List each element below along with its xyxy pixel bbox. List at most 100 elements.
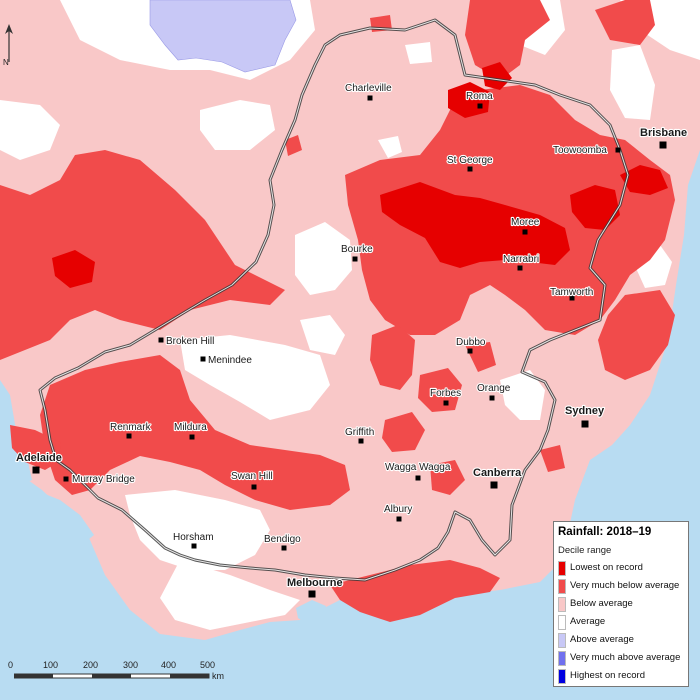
town-label: Charleville bbox=[345, 83, 392, 94]
legend-label: Very much below average bbox=[570, 580, 680, 591]
town-label: Renmark bbox=[110, 422, 152, 433]
town-label: Toowoomba bbox=[553, 145, 607, 156]
town-canberra: Canberra bbox=[472, 466, 523, 489]
legend-label: Very much above average bbox=[570, 652, 681, 663]
town-marker bbox=[615, 147, 621, 153]
legend-subtitle: Decile range bbox=[558, 545, 612, 556]
town-horsham: Horsham bbox=[172, 531, 215, 549]
town-albury: Albury bbox=[383, 503, 413, 522]
north-arrow bbox=[3, 24, 15, 74]
town-label: Wagga Wagga bbox=[385, 462, 451, 473]
town-brisbane: Brisbane bbox=[639, 126, 688, 149]
town-label: Orange bbox=[477, 383, 511, 394]
scale-tick-label: 500 bbox=[200, 660, 216, 670]
town-label: Moree bbox=[511, 217, 540, 228]
town-melbourne: Melbourne bbox=[286, 576, 344, 598]
town-marker bbox=[517, 265, 523, 271]
town-marker bbox=[251, 484, 257, 490]
town-griffith: Griffith bbox=[344, 426, 375, 444]
town-label: Forbes bbox=[430, 388, 461, 399]
town-marker bbox=[281, 545, 287, 551]
town-label: Horsham bbox=[173, 532, 214, 543]
town-label: Bendigo bbox=[264, 534, 301, 545]
town-marker bbox=[32, 466, 40, 474]
town-orange: Orange bbox=[476, 382, 512, 401]
legend-item: Very much below average bbox=[556, 578, 688, 595]
town-marker bbox=[443, 400, 449, 406]
basin-boundary-highlight bbox=[39, 19, 629, 581]
town-marker bbox=[200, 356, 206, 362]
legend-label: Highest on record bbox=[570, 670, 645, 681]
town-wagga-wagga: Wagga Wagga bbox=[384, 461, 452, 481]
port-phillip-bay bbox=[296, 600, 326, 625]
legend-swatch bbox=[558, 633, 566, 648]
town-murray-bridge: Murray Bridge bbox=[63, 473, 136, 486]
legend-swatch bbox=[558, 651, 566, 666]
legend-label: Lowest on record bbox=[570, 562, 643, 573]
north-arrow-icon bbox=[5, 24, 13, 62]
scale-tick-label: 400 bbox=[161, 660, 177, 670]
town-marker bbox=[489, 395, 495, 401]
scale-bar: 0 100 200 300 400 500 km bbox=[8, 660, 238, 690]
town-marker bbox=[659, 141, 667, 149]
scale-tick-label: 300 bbox=[123, 660, 139, 670]
legend-swatch bbox=[558, 615, 566, 630]
town-label: Broken Hill bbox=[166, 336, 214, 347]
town-label: Murray Bridge bbox=[72, 474, 135, 485]
legend-item: Very much above average bbox=[556, 650, 688, 667]
town-label: Roma bbox=[466, 91, 493, 102]
town-marker bbox=[490, 481, 498, 489]
town-renmark: Renmark bbox=[109, 421, 153, 439]
legend-item: Above average bbox=[556, 632, 688, 649]
legend-swatch bbox=[558, 669, 566, 684]
legend-swatch bbox=[558, 579, 566, 594]
town-bourke: Bourke bbox=[340, 243, 374, 262]
town-marker bbox=[126, 433, 132, 439]
town-marker bbox=[308, 590, 316, 598]
town-label: Swan Hill bbox=[231, 471, 273, 482]
town-label: Dubbo bbox=[456, 337, 486, 348]
town-roma: Roma bbox=[465, 90, 494, 109]
legend-item: Below average bbox=[556, 596, 688, 613]
town-marker bbox=[189, 434, 195, 440]
town-marker bbox=[352, 256, 358, 262]
town-label: Canberra bbox=[473, 467, 522, 479]
above-average-region bbox=[149, 0, 297, 73]
scale-tick-label: 100 bbox=[43, 660, 59, 670]
town-sydney: Sydney bbox=[564, 404, 606, 428]
scale-bar-graphic bbox=[14, 673, 210, 679]
town-broken-hill: Broken Hill bbox=[158, 335, 215, 348]
town-label: St George bbox=[447, 155, 493, 166]
town-adelaide: Adelaide bbox=[15, 451, 63, 474]
scale-unit: km bbox=[212, 671, 224, 681]
town-label: Brisbane bbox=[640, 127, 687, 139]
town-marker bbox=[63, 476, 69, 482]
town-label: Bourke bbox=[341, 244, 373, 255]
town-label: Narrabri bbox=[503, 254, 539, 265]
town-label: Menindee bbox=[208, 355, 252, 366]
town-mildura: Mildura bbox=[173, 421, 208, 440]
town-marker bbox=[358, 438, 364, 444]
town-menindee: Menindee bbox=[200, 354, 253, 367]
lowest-on-record bbox=[52, 62, 668, 288]
town-marker bbox=[522, 229, 528, 235]
town-marker bbox=[367, 95, 373, 101]
town-label: Mildura bbox=[174, 422, 207, 433]
legend-item: Highest on record bbox=[556, 668, 688, 685]
town-markers: Charleville Roma Toowoomba Brisbane St Georg… bbox=[15, 82, 688, 598]
town-marker bbox=[415, 475, 421, 481]
coorong-water bbox=[38, 492, 94, 540]
town-marker bbox=[396, 516, 402, 522]
town-marker bbox=[191, 543, 197, 549]
town-marker bbox=[569, 295, 575, 301]
town-marker bbox=[467, 166, 473, 172]
town-toowoomba: Toowoomba bbox=[552, 144, 621, 157]
legend-label: Above average bbox=[570, 634, 634, 645]
legend-label: Below average bbox=[570, 598, 633, 609]
town-marker bbox=[158, 337, 164, 343]
town-label: Albury bbox=[384, 504, 412, 515]
town-charleville: Charleville bbox=[344, 82, 393, 101]
town-narrabri: Narrabri bbox=[502, 253, 540, 271]
town-forbes: Forbes bbox=[429, 387, 462, 406]
legend-label: Average bbox=[570, 616, 606, 627]
